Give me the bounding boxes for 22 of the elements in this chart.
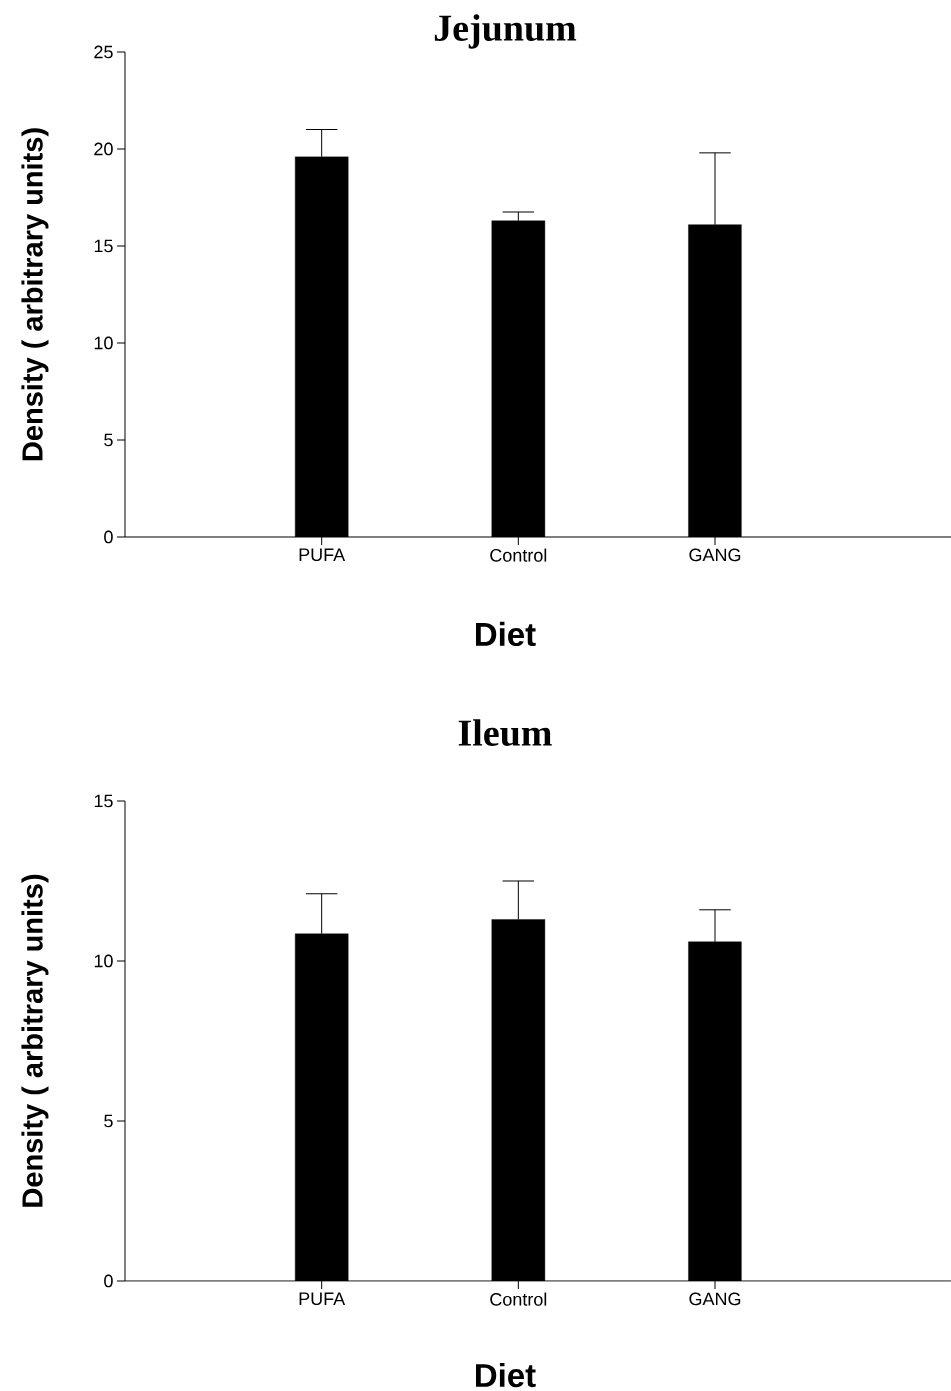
y-axis-title: Density ( arbitrary units) [21, 874, 49, 1207]
x-axis-title: Diet [476, 621, 536, 647]
y-tick-label: 0 [104, 530, 113, 544]
chart-title: Jejunum [434, 14, 577, 49]
x-tick-label: PUFA [299, 1292, 346, 1306]
y-tick-label: 20 [94, 142, 113, 156]
chart-title: Ileum [458, 719, 552, 747]
y-tick-label: 15 [94, 239, 113, 253]
y-tick-label: 15 [94, 794, 113, 808]
y-tick-label: 5 [104, 433, 113, 447]
x-tick-label: GANG [689, 548, 741, 562]
x-tick-label: Control [490, 1292, 547, 1306]
x-tick-label: PUFA [299, 548, 346, 562]
y-tick-label: 25 [94, 45, 113, 59]
y-tick-label: 0 [104, 1274, 113, 1288]
y-tick-label: 10 [94, 336, 113, 350]
x-tick-label: Control [490, 548, 547, 562]
x-tick-label: GANG [689, 1292, 741, 1306]
y-axis-title: Density ( arbitrary units) [21, 128, 49, 461]
x-axis-title: Diet [476, 1362, 536, 1388]
y-tick-label: 10 [94, 954, 113, 968]
y-tick-label: 5 [104, 1114, 113, 1128]
